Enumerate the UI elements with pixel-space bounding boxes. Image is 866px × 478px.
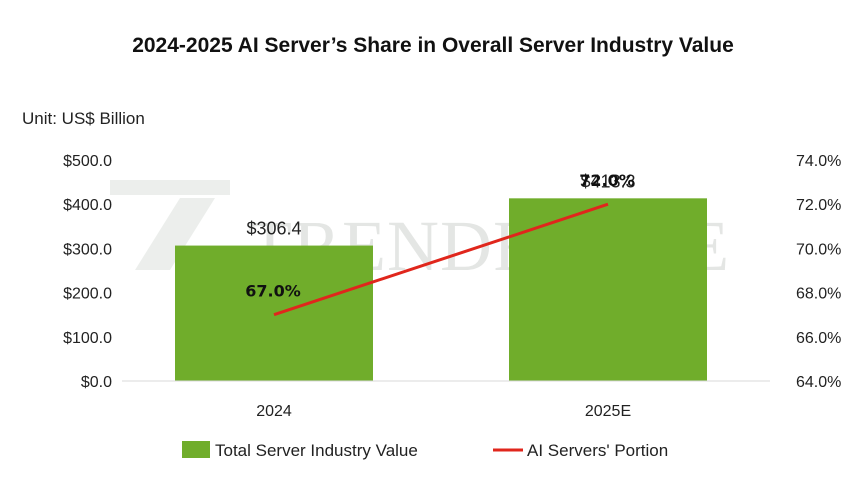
line-value-label: 67.0%	[245, 282, 301, 301]
right-tick-label: 68.0%	[796, 286, 841, 303]
left-tick-label: $200.0	[63, 286, 112, 303]
right-tick-label: 72.0%	[796, 197, 841, 214]
bar-data-labels: $306.4 $413.3	[246, 171, 635, 238]
legend-label-ai-servers: AI Servers' Portion	[527, 441, 668, 460]
line-data-labels: 67.0% 72.0%	[245, 171, 635, 301]
left-tick-label: $300.0	[63, 241, 112, 258]
legend-label-total-server: Total Server Industry Value	[215, 441, 418, 460]
unit-label: Unit: US$ Billion	[22, 109, 145, 128]
bar-value-label: $413.3	[580, 171, 635, 191]
x-category-label: 2024	[256, 403, 292, 420]
left-axis: $0.0 $100.0 $200.0 $300.0 $400.0 $500.0	[63, 153, 112, 391]
right-tick-label: 74.0%	[796, 153, 841, 170]
left-tick-label: $400.0	[63, 197, 112, 214]
x-category-label: 2025E	[585, 403, 631, 420]
line-series	[273, 202, 609, 317]
chart-title: 2024-2025 AI Server’s Share in Overall S…	[132, 34, 734, 57]
x-axis: 2024 2025E	[122, 380, 770, 420]
left-tick-label: $500.0	[63, 153, 112, 170]
right-tick-label: 64.0%	[796, 374, 841, 391]
legend: Total Server Industry Value AI Servers' …	[182, 441, 668, 460]
right-tick-label: 70.0%	[796, 241, 841, 258]
bar-total-server-value	[509, 198, 707, 381]
legend-swatch-total-server	[182, 441, 210, 458]
line-ai-servers-portion	[273, 202, 609, 317]
bar-value-label: $306.4	[246, 219, 301, 239]
right-axis: 64.0% 66.0% 68.0% 70.0% 72.0% 74.0%	[796, 153, 841, 391]
line-value-label: 72.0%	[579, 171, 635, 190]
right-tick-label: 66.0%	[796, 330, 841, 347]
left-tick-label: $100.0	[63, 330, 112, 347]
left-tick-label: $0.0	[81, 374, 112, 391]
bar-series	[175, 198, 707, 381]
